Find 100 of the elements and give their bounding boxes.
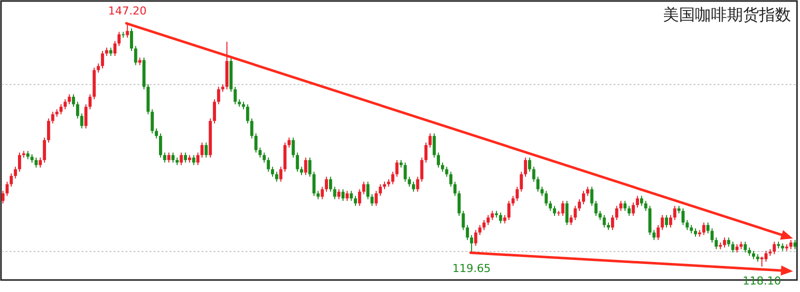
candlestick	[10, 172, 13, 188]
candlestick	[279, 166, 282, 182]
candlestick	[466, 224, 469, 241]
candlestick	[440, 162, 444, 172]
candlestick	[586, 186, 590, 196]
candlestick	[548, 200, 552, 212]
candlestick	[72, 94, 76, 108]
candlestick	[682, 208, 685, 226]
candlestick	[570, 214, 573, 226]
candlestick	[714, 237, 718, 250]
candlestick	[163, 152, 166, 164]
candlestick	[113, 40, 116, 56]
candlestick	[582, 190, 586, 205]
candlestick	[408, 176, 411, 188]
candlestick	[354, 195, 358, 206]
candlestick	[416, 176, 420, 192]
candlestick	[391, 171, 394, 185]
candlestick	[6, 181, 9, 196]
candlestick	[619, 200, 622, 212]
candlestick	[59, 104, 63, 115]
candlestick	[412, 181, 416, 192]
candlestick	[212, 98, 216, 124]
candlestick	[590, 186, 594, 206]
candlestick	[710, 228, 714, 244]
candlestick	[196, 152, 200, 166]
candlestick	[88, 94, 92, 110]
candlestick	[652, 230, 656, 241]
candlestick	[346, 190, 349, 202]
candlestick	[470, 234, 474, 254]
candlestick	[594, 200, 598, 216]
candlestick	[673, 205, 676, 221]
candlestick	[615, 205, 618, 221]
candlestick	[453, 181, 457, 196]
candlestick	[462, 210, 465, 231]
candlestick	[200, 142, 204, 158]
candlestick	[449, 171, 452, 188]
candlestick	[234, 86, 237, 105]
candlestick	[516, 186, 519, 202]
candlestick	[772, 241, 776, 255]
candlestick	[544, 190, 548, 206]
candlestick	[561, 200, 564, 216]
candlestick	[250, 118, 254, 139]
candlestick	[304, 157, 308, 176]
candlestick	[171, 152, 175, 164]
candlestick	[445, 166, 448, 178]
candlestick	[275, 171, 278, 182]
candlestick	[47, 118, 50, 144]
candlestick	[64, 98, 67, 110]
candlestick	[296, 152, 299, 172]
candlestick	[764, 250, 768, 262]
candlestick	[727, 237, 730, 248]
candlestick	[574, 205, 577, 221]
candlestick	[540, 186, 544, 196]
candlestick	[378, 184, 382, 196]
candlestick	[628, 205, 631, 216]
candlestick	[350, 190, 353, 202]
candlestick	[744, 241, 747, 254]
candlestick	[669, 214, 672, 228]
candlestick	[623, 200, 627, 212]
candlestick	[358, 188, 362, 206]
candlestick	[100, 50, 104, 69]
candlestick	[520, 171, 523, 192]
candlestick	[598, 210, 602, 221]
candlestick	[731, 241, 734, 254]
candlestick	[436, 152, 440, 168]
candlestick	[366, 181, 370, 200]
candlestick	[793, 240, 797, 250]
candlestick	[324, 176, 328, 192]
candlestick	[184, 152, 187, 164]
candlestick	[490, 210, 494, 221]
candlestick	[134, 45, 138, 66]
candlestick	[292, 137, 295, 158]
candlestick	[76, 101, 80, 119]
candlestick	[258, 147, 262, 158]
candlestick	[656, 224, 660, 241]
candlestick	[370, 194, 374, 206]
candlestick	[428, 132, 432, 148]
candlestick	[38, 157, 42, 168]
candlestick	[499, 212, 502, 224]
candlestick	[51, 111, 54, 124]
chart-title: 美国咖啡期货指数	[663, 5, 791, 24]
candlestick	[80, 112, 84, 129]
candlestick	[458, 190, 461, 216]
candlestick	[96, 62, 100, 74]
candlestick	[126, 24, 129, 38]
candlestick	[395, 160, 398, 178]
candlestick	[18, 152, 22, 172]
candlestick	[611, 214, 614, 231]
candlestick	[154, 128, 158, 139]
candlestick	[329, 176, 332, 192]
candlestick	[42, 137, 46, 164]
candlestick	[532, 166, 536, 182]
candlestick	[204, 142, 208, 158]
candlestick	[474, 230, 478, 246]
candlestick	[482, 220, 486, 231]
candlestick	[262, 152, 266, 164]
candlestick	[722, 237, 726, 248]
candlestick	[180, 152, 183, 166]
candlestick	[68, 94, 71, 105]
candlestick	[308, 157, 312, 178]
